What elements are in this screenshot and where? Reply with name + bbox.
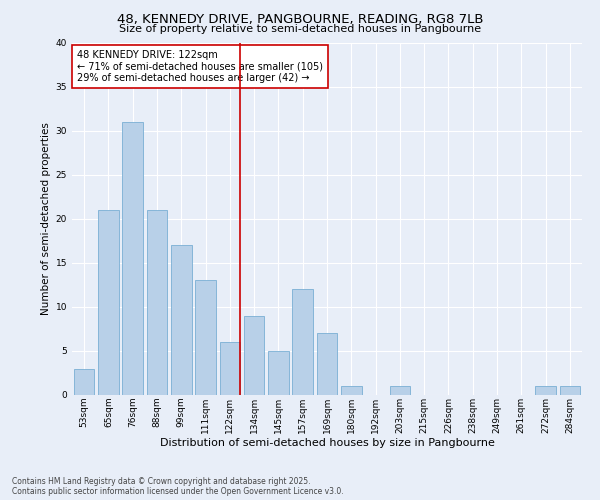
Bar	[268, 351, 289, 395]
Bar	[317, 334, 337, 395]
Bar	[292, 289, 313, 395]
Bar	[195, 280, 216, 395]
Text: 48, KENNEDY DRIVE, PANGBOURNE, READING, RG8 7LB: 48, KENNEDY DRIVE, PANGBOURNE, READING, …	[117, 12, 483, 26]
Bar	[122, 122, 143, 395]
Bar	[98, 210, 119, 395]
Bar	[74, 368, 94, 395]
Text: Contains HM Land Registry data © Crown copyright and database right 2025.
Contai: Contains HM Land Registry data © Crown c…	[12, 476, 344, 496]
X-axis label: Distribution of semi-detached houses by size in Pangbourne: Distribution of semi-detached houses by …	[160, 438, 494, 448]
Bar	[389, 386, 410, 395]
Bar	[220, 342, 240, 395]
Bar	[171, 245, 191, 395]
Bar	[244, 316, 265, 395]
Bar	[146, 210, 167, 395]
Y-axis label: Number of semi-detached properties: Number of semi-detached properties	[41, 122, 52, 315]
Text: 48 KENNEDY DRIVE: 122sqm
← 71% of semi-detached houses are smaller (105)
29% of : 48 KENNEDY DRIVE: 122sqm ← 71% of semi-d…	[77, 50, 323, 82]
Bar	[535, 386, 556, 395]
Text: Size of property relative to semi-detached houses in Pangbourne: Size of property relative to semi-detach…	[119, 24, 481, 34]
Bar	[560, 386, 580, 395]
Bar	[341, 386, 362, 395]
